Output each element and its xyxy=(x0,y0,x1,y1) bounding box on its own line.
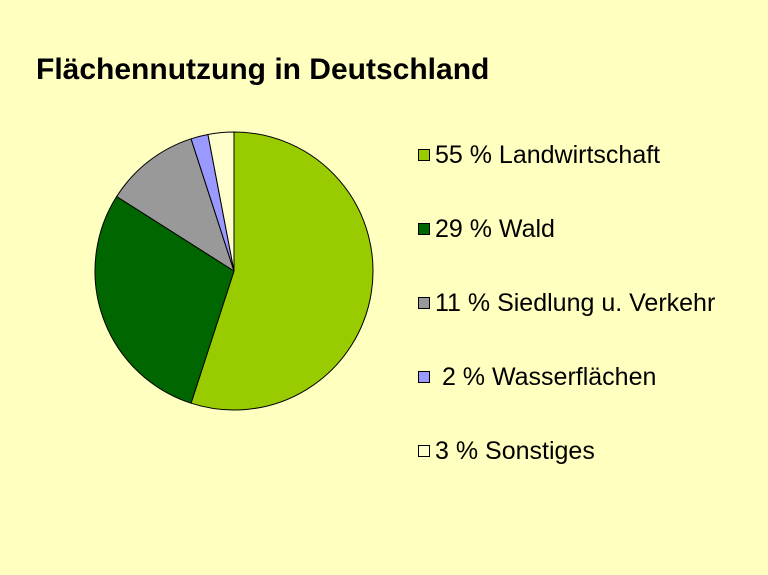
legend-swatch-wald xyxy=(418,223,430,235)
legend-item-wald: 29 % Wald xyxy=(418,214,555,244)
legend-swatch-sonstiges xyxy=(418,445,430,457)
chart-title: Flächennutzung in Deutschland xyxy=(36,53,490,86)
legend-item-landwirtschaft: 55 % Landwirtschaft xyxy=(418,140,660,170)
legend-item-sonstiges: 3 % Sonstiges xyxy=(418,436,595,466)
legend-swatch-siedlung xyxy=(418,297,430,309)
legend-label-wald: 29 % Wald xyxy=(435,215,555,243)
legend-label-landwirtschaft: 55 % Landwirtschaft xyxy=(435,141,661,169)
pie-slice-sonstiges xyxy=(207,131,235,272)
pie-slice-landwirtschaft xyxy=(190,131,374,411)
legend-label-wasserflaechen: 2 % Wasserflächen xyxy=(435,363,657,391)
legend-swatch-wasserflaechen xyxy=(418,371,430,383)
legend-swatch-landwirtschaft xyxy=(418,149,430,161)
legend-item-wasserflaechen: 2 % Wasserflächen xyxy=(418,362,656,392)
legend-label-siedlung: 11 % Siedlung u. Verkehr xyxy=(435,289,716,317)
legend-item-siedlung: 11 % Siedlung u. Verkehr xyxy=(418,288,715,318)
legend-label-sonstiges: 3 % Sonstiges xyxy=(435,437,595,465)
pie-slice-wald xyxy=(94,196,235,404)
pie-slice-siedlung xyxy=(116,138,235,272)
